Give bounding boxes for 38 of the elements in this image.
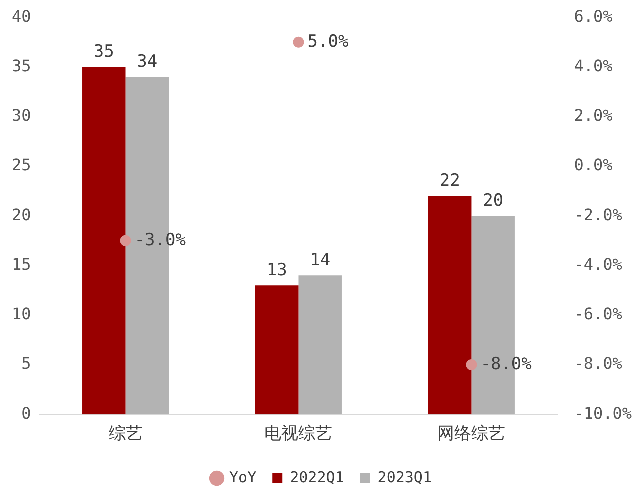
bar: [428, 196, 472, 415]
bar: [82, 67, 126, 415]
legend-label: YoY: [230, 468, 257, 486]
data-label: 20: [483, 191, 504, 212]
y-tick-label: 15: [12, 254, 32, 274]
legend-label: 2023Q1: [378, 468, 432, 486]
y-tick-label: 35: [12, 56, 32, 76]
x-tick-label: 电视综艺: [264, 424, 333, 444]
y2-tick-label: -4.0%: [574, 254, 623, 274]
y2-tick-label: -2.0%: [574, 205, 623, 224]
data-label: 14: [310, 250, 331, 271]
y-tick-label: 25: [12, 156, 32, 175]
y2-tick-label: -8.0%: [574, 354, 623, 374]
data-label: 34: [137, 52, 158, 72]
x-tick-label: 网络综艺: [438, 424, 506, 444]
y2-tick-label: 2.0%: [574, 106, 614, 126]
y-tick-label: 0: [22, 404, 32, 423]
y2-tick-label: -6.0%: [574, 304, 623, 324]
y2-tick-label: 0.0%: [574, 156, 614, 175]
legend-label: 2022Q1: [290, 468, 344, 486]
y-tick-label: 5: [22, 354, 32, 374]
y2-tick-label: 6.0%: [574, 6, 614, 26]
data-label: 5.0%: [308, 32, 349, 52]
y2-tick-label: 4.0%: [574, 56, 614, 76]
bar: [298, 276, 342, 415]
y-tick-label: 30: [12, 106, 32, 126]
y-tick-label: 10: [12, 304, 32, 324]
y-tick-label: 20: [12, 205, 32, 224]
point: [120, 235, 132, 246]
point: [293, 36, 304, 48]
point: [466, 359, 478, 370]
data-label: 13: [266, 260, 288, 280]
y2-tick-label: -10.0%: [574, 404, 632, 423]
data-label: 35: [94, 42, 114, 62]
y-tick-label: 40: [12, 6, 32, 26]
bar: [255, 286, 299, 415]
data-label: 22: [440, 171, 460, 192]
x-tick-label: 综艺: [108, 424, 143, 444]
